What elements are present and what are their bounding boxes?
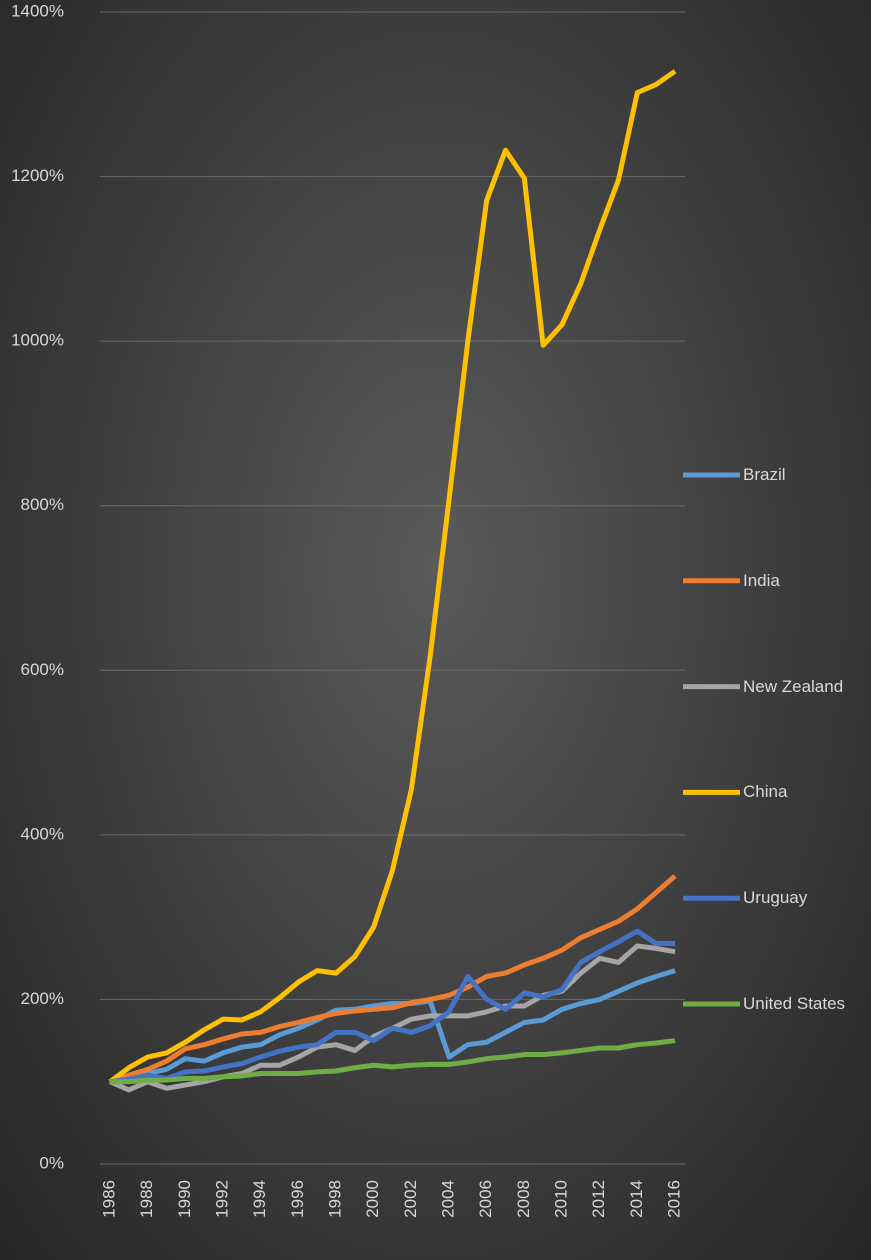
x-tick-label: 1992 <box>212 1180 231 1218</box>
legend-label: United States <box>743 994 846 1013</box>
y-tick-label: 1000% <box>11 331 64 350</box>
x-tick-label: 2002 <box>401 1180 420 1218</box>
series-line <box>110 1038 676 1085</box>
series-line <box>108 69 677 1084</box>
y-tick-label: 800% <box>21 495 64 514</box>
x-tick-label: 1996 <box>288 1180 307 1218</box>
x-tick-label: 2006 <box>476 1180 495 1218</box>
y-tick-label: 600% <box>21 660 64 679</box>
series-line <box>109 968 676 1085</box>
y-tick-label: 0% <box>39 1153 64 1172</box>
series-line <box>109 928 675 1085</box>
legend-label: China <box>743 782 788 802</box>
x-tick-label: 1988 <box>137 1180 156 1218</box>
legend-label: Brazil <box>743 465 786 484</box>
x-tick-label: 2014 <box>627 1180 646 1218</box>
y-tick-label: 400% <box>21 824 64 843</box>
x-tick-label: 1994 <box>250 1180 269 1218</box>
x-tick-label: 1986 <box>99 1180 118 1218</box>
legend-label: Uruguay <box>743 888 808 908</box>
x-tick-label: 2010 <box>551 1180 570 1218</box>
y-tick-label: 1200% <box>11 166 64 185</box>
x-tick-label: 2008 <box>514 1180 533 1218</box>
x-tick-label: 1998 <box>325 1180 344 1218</box>
x-tick-label: 1990 <box>175 1180 194 1218</box>
y-tick-label: 1400% <box>11 1 64 20</box>
y-tick-label: 200% <box>21 989 64 1008</box>
legend-label: New Zealand <box>743 676 844 696</box>
x-tick-label: 2012 <box>589 1180 608 1218</box>
series-line <box>109 874 677 1085</box>
x-tick-label: 2000 <box>363 1180 382 1218</box>
legend-label: India <box>743 570 780 590</box>
x-tick-label: 2004 <box>438 1180 457 1218</box>
x-tick-label: 2016 <box>664 1180 683 1218</box>
